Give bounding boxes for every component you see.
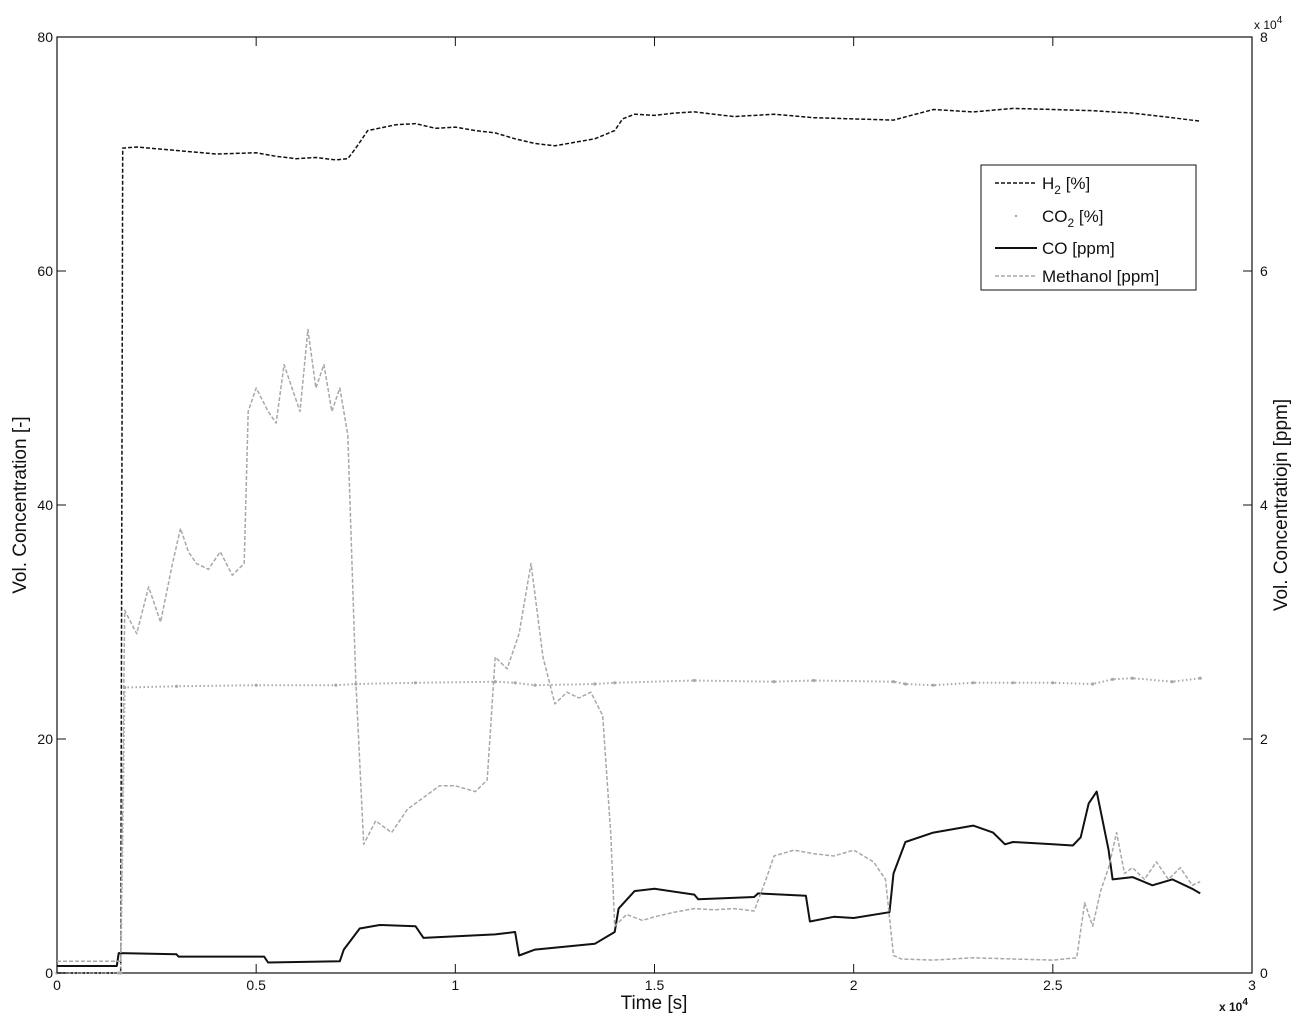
series-line-co2 bbox=[57, 677, 1201, 974]
left-tick-label: 60 bbox=[37, 263, 53, 279]
x-exponent-base: x 10 bbox=[1219, 1000, 1243, 1014]
right-tick-label: 8 bbox=[1260, 29, 1268, 45]
left-tick-label: 80 bbox=[37, 29, 53, 45]
right-axis-title: Vol. Concentratiojn [ppm] bbox=[1271, 399, 1292, 611]
point-co2 bbox=[891, 680, 896, 684]
legend-swatch-co2 bbox=[1014, 214, 1018, 218]
right-tick-label: 0 bbox=[1260, 965, 1268, 981]
point-co2 bbox=[812, 678, 816, 683]
x-tick-label: 2 bbox=[850, 977, 858, 993]
series-line-co bbox=[57, 790, 1201, 967]
legend-box bbox=[980, 164, 1197, 291]
right-tick-label: 4 bbox=[1260, 497, 1268, 513]
point-co2 bbox=[903, 682, 908, 686]
series-group bbox=[55, 107, 1202, 975]
left-axis-title: Vol. Concentration [-] bbox=[10, 416, 31, 593]
x-tick-label: 1.5 bbox=[645, 977, 665, 993]
left-tick-label: 20 bbox=[37, 731, 53, 747]
x-axis-title: Time [s] bbox=[621, 993, 688, 1014]
legend: H2 [%] CO2 [%] CO [ppm] Methanol [ppm] bbox=[980, 164, 1197, 291]
series-line-h2 bbox=[57, 107, 1201, 974]
right-exponent-power: 4 bbox=[1277, 15, 1283, 26]
point-co2 bbox=[692, 678, 696, 683]
right-exponent-base: x 10 bbox=[1254, 18, 1277, 32]
x-tick-label: 0 bbox=[53, 977, 61, 993]
right-exponent-label: x 104 bbox=[1254, 15, 1283, 32]
x-exponent-label: x 104 bbox=[1219, 997, 1248, 1014]
point-co2 bbox=[931, 683, 935, 687]
point-co2 bbox=[971, 681, 975, 685]
x-tick-label: 1 bbox=[451, 977, 459, 993]
legend-label-co: CO [ppm] bbox=[1042, 239, 1115, 258]
x-tick-label: 0.5 bbox=[246, 977, 266, 993]
left-tick-label: 0 bbox=[45, 965, 53, 981]
left-tick-label: 40 bbox=[37, 497, 53, 513]
right-tick-label: 2 bbox=[1260, 731, 1268, 747]
legend-label-h2: H2 [%] bbox=[1042, 174, 1090, 197]
legend-label-methanol: Methanol [ppm] bbox=[1042, 267, 1159, 286]
legend-label-co2: CO2 [%] bbox=[1042, 207, 1103, 230]
x-tick-label: 3 bbox=[1248, 977, 1256, 993]
x-tick-label: 2.5 bbox=[1043, 977, 1063, 993]
series-line-methanol bbox=[57, 328, 1201, 963]
point-co2 bbox=[772, 680, 776, 684]
x-exponent-power: 4 bbox=[1242, 997, 1248, 1008]
right-tick-label: 6 bbox=[1260, 263, 1268, 279]
